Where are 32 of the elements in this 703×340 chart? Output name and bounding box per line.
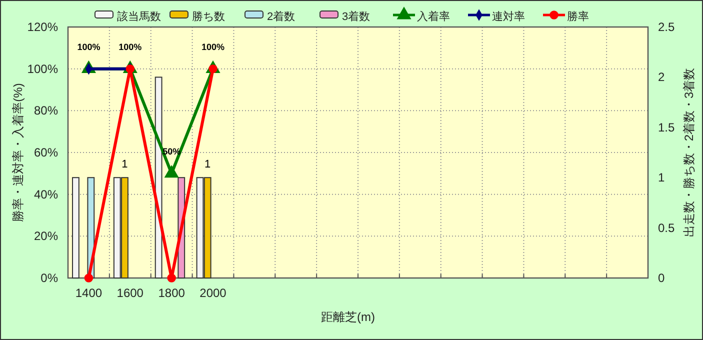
y-tick-label: 100%: [27, 62, 58, 76]
x-tick-label: 2000: [200, 286, 227, 300]
y-tick-label: 20%: [34, 229, 58, 244]
x-tick-label: 1600: [116, 286, 144, 300]
y2-tick-label: 0: [658, 271, 665, 285]
y-tick-label: 60%: [34, 146, 58, 160]
legend-label: 勝ち数: [192, 11, 225, 23]
y2-tick-label: 1: [658, 170, 665, 185]
y-tick-label: 80%: [34, 104, 58, 118]
legend-label: 入着率: [417, 10, 450, 23]
data-label: 1: [204, 158, 211, 171]
y2-tick-label: 0.5: [658, 220, 676, 235]
data-label: 100%: [77, 42, 100, 52]
legend-label: 連対率: [492, 10, 525, 23]
x-axis-title: 距離芝(m): [321, 310, 375, 324]
y2-tick-label: 2.5: [658, 20, 676, 34]
y-tick-label: 40%: [34, 187, 58, 202]
data-label: 100%: [118, 42, 142, 52]
y2-tick-label: 1.5: [658, 120, 676, 134]
y-tick-label: 120%: [27, 20, 58, 34]
y2-tick-label: 2: [658, 70, 665, 84]
y-axis-title: 勝率・連対率・入着率(%): [11, 83, 25, 222]
data-label: 1: [122, 158, 128, 171]
y2-axis-title: 出走数・勝ち数・2着数・3着数: [682, 68, 696, 238]
x-tick-label: 1400: [75, 286, 102, 300]
legend-label: 2着数: [267, 10, 296, 23]
x-tick-label: 1800: [158, 286, 186, 300]
legend-label: 3着数: [342, 10, 370, 23]
data-label: 100%: [201, 42, 225, 52]
legend-label: 該当馬数: [117, 10, 161, 23]
legend-label: 勝率: [567, 10, 589, 23]
y-tick-label: 0%: [40, 271, 58, 285]
